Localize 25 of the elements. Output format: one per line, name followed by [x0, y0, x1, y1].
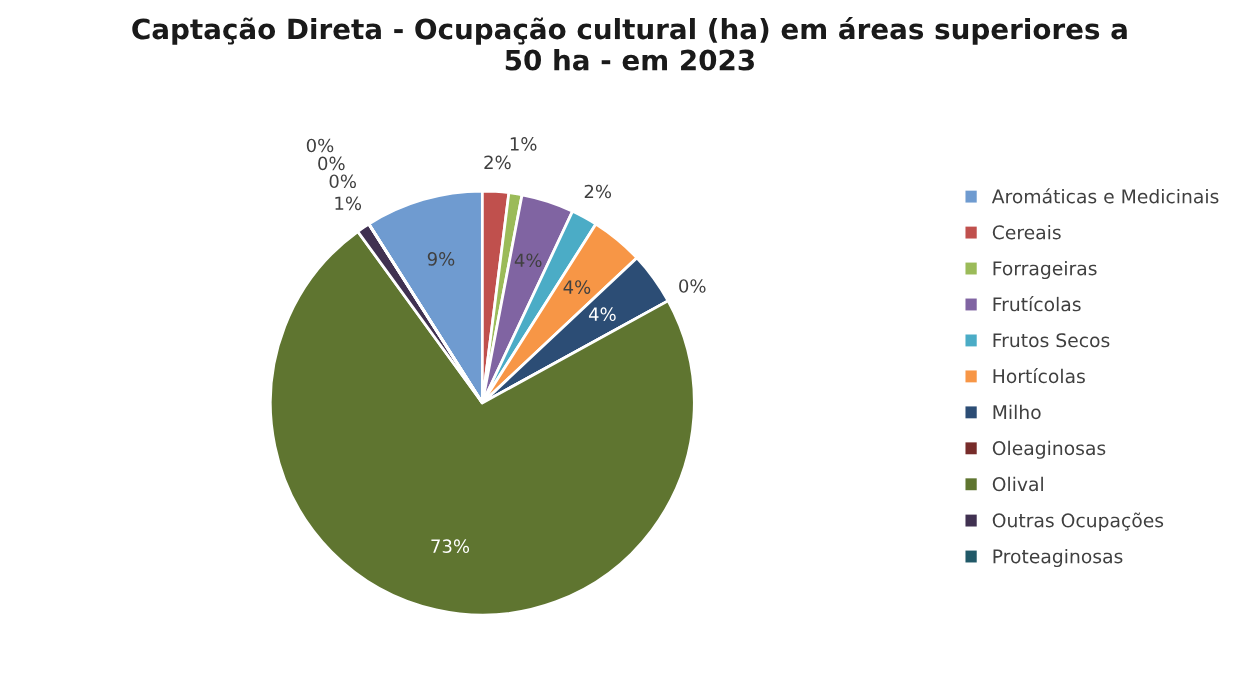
data-label: 73% — [431, 539, 470, 554]
legend-label: Cereais — [992, 224, 1061, 240]
legend-label: Frutícolas — [993, 296, 1081, 312]
text: 0% — [318, 156, 345, 171]
legend-label: Olival — [992, 476, 1043, 492]
chart-title: Captação Direta - Ocupação cultural (ha) em áreas superiores a 50 ha - em 2023 — [132, 16, 1127, 71]
data-label: 4% — [588, 307, 616, 322]
legend-label: Outras Ocupações — [992, 512, 1164, 532]
data-label: 2% — [584, 184, 612, 199]
legend-label: Hortícolas — [993, 368, 1085, 384]
legend-label: Milho — [993, 404, 1041, 420]
data-label: 4% — [514, 253, 542, 268]
text: 0% — [679, 279, 706, 293]
text: 0% — [329, 174, 356, 189]
data-label: 1% — [335, 196, 362, 211]
legend-label: Aromáticas e Medicinais — [991, 188, 1219, 204]
data-label: 4% — [563, 280, 591, 294]
legend-label: Proteaginosas — [993, 548, 1123, 568]
text: 0% — [306, 138, 334, 153]
legend-label: Oleaginosas — [992, 440, 1106, 459]
data-label: 9% — [427, 252, 455, 266]
data-label: 1% — [510, 137, 537, 151]
legend-label: Frutos Secos — [993, 333, 1110, 348]
legend-label: Forrageiras — [993, 260, 1097, 280]
data-label: 2% — [484, 155, 511, 170]
